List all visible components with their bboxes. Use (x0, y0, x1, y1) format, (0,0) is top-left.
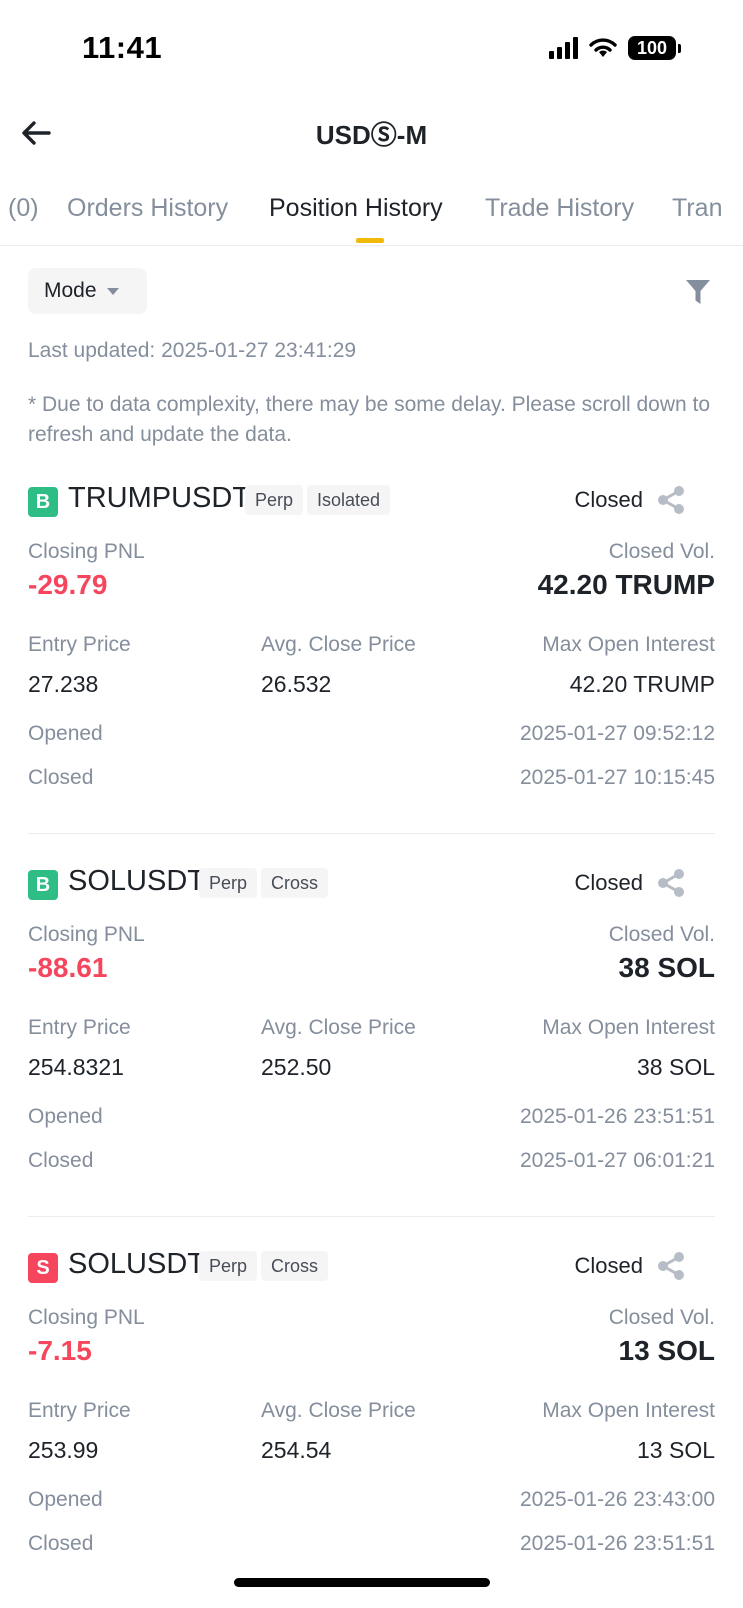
status-time: 11:41 (82, 30, 163, 65)
opened-label: Opened (28, 1488, 103, 1511)
closed-label: Closed (28, 766, 94, 789)
status-icons: 100 (549, 36, 681, 60)
entry-price-value: 253.99 (28, 1437, 99, 1463)
closed-vol-label: Closed Vol. (608, 1306, 715, 1329)
closing-pnl-label: Closing PNL (28, 1306, 145, 1329)
signal-icon (549, 37, 578, 59)
avg-close-price-value: 26.532 (261, 671, 332, 697)
side-badge: B (28, 870, 58, 900)
max-open-interest-value: 42.20 TRUMP (569, 671, 715, 697)
page-title: USDⓈ-M (315, 120, 428, 150)
status-bar: 11:41 100 (0, 0, 743, 100)
opened-time: 2025-01-27 09:52:12 (520, 722, 715, 745)
caret-down-icon (106, 287, 119, 295)
card-divider (28, 1216, 715, 1217)
closing-pnl-value: -7.15 (28, 1335, 92, 1366)
closed-vol-value: 38 SOL (618, 952, 715, 983)
side-badge: B (28, 487, 58, 517)
closing-pnl-value: -88.61 (28, 952, 108, 983)
tag-perp: Perp (199, 868, 258, 898)
battery-icon: 100 (628, 36, 681, 60)
tab-orders-history[interactable]: Orders History (67, 194, 229, 222)
max-open-interest-label: Max Open Interest (542, 1399, 715, 1422)
symbol: SOLUSDT (68, 865, 205, 897)
position-card[interactable]: B TRUMPUSDT Perp Isolated Closed Closing… (28, 474, 715, 834)
avg-close-price-label: Avg. Close Price (261, 633, 416, 656)
closed-label: Closed (28, 1532, 94, 1555)
wifi-icon (589, 38, 617, 57)
opened-time: 2025-01-26 23:51:51 (520, 1105, 715, 1128)
closed-time: 2025-01-27 06:01:21 (520, 1149, 715, 1172)
last-updated: Last updated: 2025-01-27 23:41:29 (28, 339, 357, 362)
tag-margin-mode: Cross (261, 868, 329, 898)
entry-price-value: 27.238 (28, 671, 99, 697)
position-status: Closed (574, 870, 643, 895)
side-badge: S (28, 1253, 58, 1283)
opened-time: 2025-01-26 23:43:00 (520, 1488, 715, 1511)
mode-dropdown[interactable]: Mode (28, 268, 147, 314)
tag-margin-mode: Cross (261, 1251, 329, 1281)
entry-price-label: Entry Price (28, 1399, 131, 1422)
closing-pnl-label: Closing PNL (28, 923, 145, 946)
tab-position-history[interactable]: Position History (269, 194, 443, 222)
share-icon[interactable] (655, 484, 687, 516)
avg-close-price-label: Avg. Close Price (261, 1399, 416, 1422)
max-open-interest-value: 13 SOL (637, 1437, 715, 1463)
opened-label: Opened (28, 722, 103, 745)
closed-time: 2025-01-26 23:51:51 (520, 1532, 715, 1555)
closing-pnl-value: -29.79 (28, 569, 108, 600)
tab-transaction-history[interactable]: Tran (672, 194, 723, 222)
avg-close-price-value: 252.50 (261, 1054, 332, 1080)
max-open-interest-label: Max Open Interest (542, 1016, 715, 1039)
share-icon[interactable] (655, 867, 687, 899)
max-open-interest-label: Max Open Interest (542, 633, 715, 656)
tag-margin-mode: Isolated (307, 485, 391, 515)
battery-level: 100 (628, 36, 676, 60)
position-card[interactable]: S SOLUSDT Perp Cross Closed Closing PNL … (28, 1240, 715, 1608)
entry-price-label: Entry Price (28, 633, 131, 656)
entry-price-label: Entry Price (28, 1016, 131, 1039)
closed-vol-label: Closed Vol. (608, 923, 715, 946)
closed-vol-value: 42.20 TRUMP (537, 569, 715, 600)
filter-icon[interactable] (683, 276, 713, 308)
back-button[interactable] (18, 115, 54, 151)
nav-bar: USDⓈ-M (0, 100, 743, 170)
tab-open-orders[interactable]: (0) (8, 194, 39, 222)
active-tab-indicator (356, 238, 384, 243)
position-card[interactable]: B SOLUSDT Perp Cross Closed Closing PNL … (28, 857, 715, 1217)
tab-trade-history[interactable]: Trade History (485, 194, 635, 222)
closed-vol-value: 13 SOL (618, 1335, 715, 1366)
back-arrow-icon (22, 121, 51, 145)
symbol: SOLUSDT (68, 1248, 205, 1280)
closed-time: 2025-01-27 10:15:45 (520, 766, 715, 789)
share-icon[interactable] (655, 1250, 687, 1282)
closed-vol-label: Closed Vol. (608, 540, 715, 563)
tag-perp: Perp (245, 485, 304, 515)
card-divider (28, 833, 715, 834)
avg-close-price-value: 254.54 (261, 1437, 332, 1463)
mode-label: Mode (44, 279, 97, 302)
position-status: Closed (574, 487, 643, 512)
opened-label: Opened (28, 1105, 103, 1128)
closed-label: Closed (28, 1149, 94, 1172)
history-tabs: (0) Orders History Position History Trad… (0, 180, 743, 246)
delay-notice: * Due to data complexity, there may be s… (28, 393, 711, 446)
home-indicator (234, 1578, 490, 1587)
avg-close-price-label: Avg. Close Price (261, 1016, 416, 1039)
tag-perp: Perp (199, 1251, 258, 1281)
closing-pnl-label: Closing PNL (28, 540, 145, 563)
position-status: Closed (574, 1253, 643, 1278)
entry-price-value: 254.8321 (28, 1054, 124, 1080)
symbol: TRUMPUSDT (68, 482, 251, 514)
max-open-interest-value: 38 SOL (637, 1054, 715, 1080)
